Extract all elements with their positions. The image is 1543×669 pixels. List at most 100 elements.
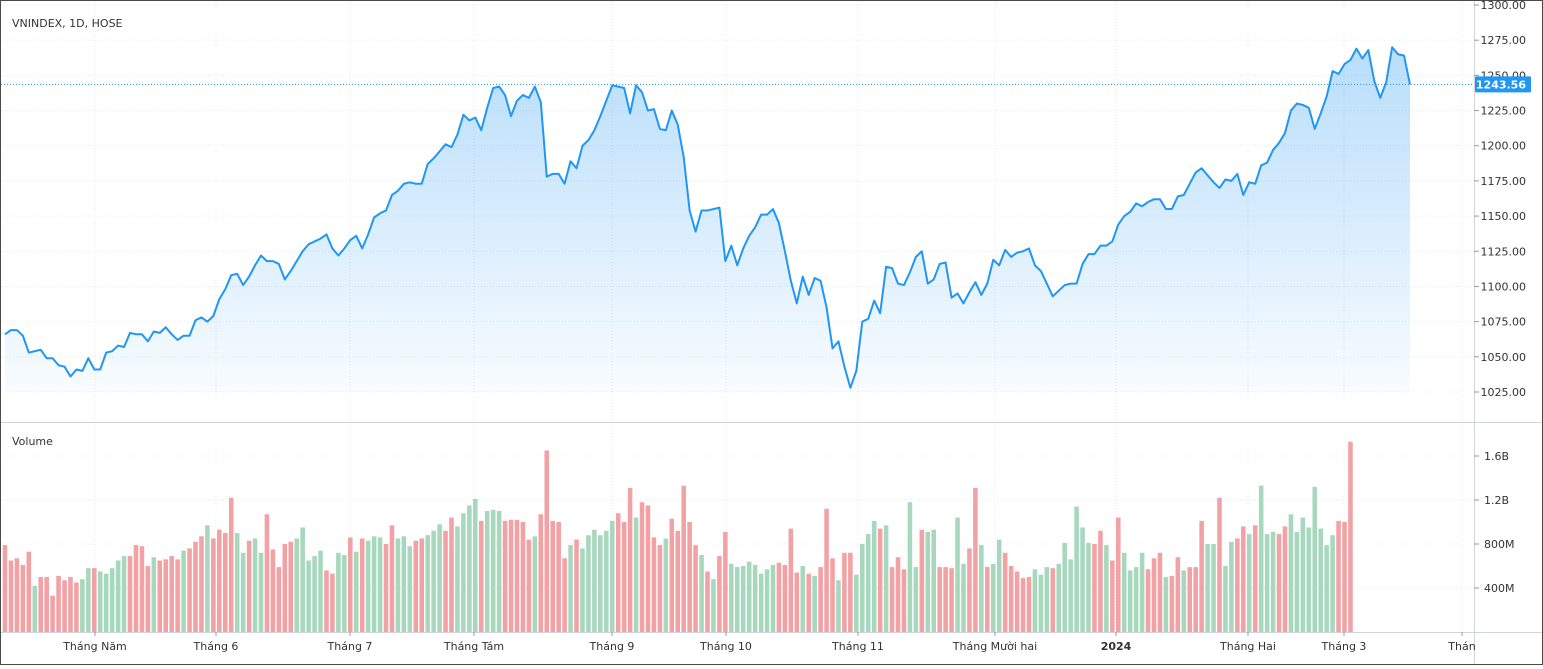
volume-bar[interactable] [1258, 485, 1264, 632]
volume-bar[interactable] [1175, 557, 1181, 632]
volume-bar[interactable] [586, 535, 591, 632]
volume-bar[interactable] [508, 519, 514, 632]
volume-bar[interactable] [383, 544, 389, 632]
volume-bar[interactable] [461, 513, 466, 632]
volume-bar[interactable] [181, 550, 186, 632]
volume-bar[interactable] [80, 579, 85, 632]
volume-bar[interactable] [395, 538, 401, 633]
volume-bar[interactable] [621, 522, 627, 632]
volume-bar[interactable] [38, 577, 43, 632]
volume-bar[interactable] [312, 556, 317, 632]
volume-bar[interactable] [228, 497, 234, 632]
volume-bar[interactable] [1187, 567, 1192, 632]
volume-bar[interactable] [246, 540, 252, 632]
volume-bar[interactable] [574, 539, 579, 632]
volume-bar[interactable] [1002, 552, 1008, 632]
volume-bar[interactable] [455, 526, 460, 632]
volume-bar[interactable] [752, 564, 758, 632]
volume-bar[interactable] [562, 558, 567, 632]
volume-bar[interactable] [568, 545, 573, 632]
volume-bar[interactable] [330, 573, 335, 632]
volume-bar[interactable] [693, 545, 698, 632]
volume-bar[interactable] [592, 529, 597, 632]
volume-bar[interactable] [699, 555, 704, 632]
volume-bar[interactable] [211, 538, 216, 633]
volume-bar[interactable] [258, 552, 264, 632]
volume-bar[interactable] [681, 485, 686, 632]
volume-bar[interactable] [651, 537, 657, 632]
volume-bar[interactable] [336, 552, 341, 632]
volume-bar[interactable] [812, 575, 817, 632]
volume-bar[interactable] [1342, 522, 1347, 632]
volume-bar[interactable] [92, 568, 97, 632]
volume-bar[interactable] [782, 564, 788, 632]
volume-bar[interactable] [407, 546, 413, 632]
volume-bar[interactable] [800, 566, 806, 632]
volume-bar[interactable] [187, 548, 192, 632]
volume-bar[interactable] [8, 560, 14, 633]
volume-bar[interactable] [1336, 520, 1341, 632]
volume-bar[interactable] [490, 509, 496, 632]
volume-bar[interactable] [669, 518, 675, 632]
volume-bar[interactable] [342, 555, 347, 632]
volume-bar[interactable] [419, 538, 425, 633]
volume-bar[interactable] [109, 568, 115, 632]
volume-bar[interactable] [734, 567, 740, 632]
volume-bar[interactable] [377, 537, 383, 632]
volume-bar[interactable] [1181, 570, 1187, 632]
volume-bar[interactable] [794, 572, 800, 632]
volume-bar[interactable] [1276, 534, 1282, 632]
volume-bar[interactable] [1032, 569, 1038, 632]
volume-bar[interactable] [264, 514, 270, 632]
volume-bar[interactable] [1139, 552, 1145, 632]
volume-bar[interactable] [788, 528, 794, 632]
volume-bar[interactable] [1199, 520, 1204, 632]
volume-bar[interactable] [1092, 544, 1097, 632]
volume-bar[interactable] [127, 556, 133, 632]
volume-bar[interactable] [1068, 559, 1073, 632]
volume-bar[interactable] [776, 562, 782, 632]
volume-bar[interactable] [115, 560, 121, 633]
volume-bar[interactable] [425, 535, 430, 632]
volume-bar[interactable] [324, 570, 329, 632]
volume-bar[interactable] [675, 530, 681, 632]
volume-bar[interactable] [1282, 526, 1288, 632]
volume-bar[interactable] [56, 575, 61, 632]
volume-bar[interactable] [961, 563, 966, 632]
volume-bar[interactable] [50, 595, 55, 632]
volume-bar[interactable] [175, 559, 180, 632]
volume-bar[interactable] [955, 517, 960, 632]
volume-bar[interactable] [306, 560, 311, 633]
volume-bar[interactable] [1086, 542, 1091, 632]
volume-bar[interactable] [520, 522, 526, 632]
volume-bar[interactable] [723, 531, 728, 632]
volume-bar[interactable] [318, 550, 323, 632]
volume-bar[interactable] [913, 567, 919, 632]
volume-bar[interactable] [526, 539, 532, 632]
volume-bar[interactable] [359, 538, 365, 633]
volume-bar[interactable] [1306, 527, 1312, 633]
volume-bar[interactable] [729, 563, 734, 632]
volume-bar[interactable] [806, 573, 811, 632]
volume-axis[interactable]: 1.6B 1.2B 800M 400M [1474, 450, 1515, 595]
volume-bar[interactable] [854, 574, 859, 632]
volume-bar[interactable] [544, 450, 550, 633]
volume-bar[interactable] [443, 530, 448, 632]
volume-bar[interactable] [163, 559, 169, 632]
volume-bar[interactable] [294, 538, 299, 633]
volume-bar[interactable] [973, 487, 978, 632]
volume-bar[interactable] [889, 567, 895, 632]
volume-bar[interactable] [609, 520, 615, 632]
volume-bar[interactable] [919, 529, 925, 632]
volume-bar[interactable] [1288, 514, 1294, 632]
volume-bar[interactable] [288, 541, 294, 632]
volume-bar[interactable] [979, 545, 984, 632]
volume-bar[interactable] [1211, 544, 1216, 632]
volume-bar[interactable] [1020, 578, 1026, 632]
volume-bar[interactable] [1127, 570, 1133, 632]
volume-bar[interactable] [389, 525, 395, 632]
time-axis[interactable]: Tháng Năm Tháng 6 Tháng 7 Tháng Tám Tháng 9 T… [62, 632, 1476, 653]
volume-bar[interactable] [86, 568, 91, 632]
volume-bar[interactable] [1241, 526, 1246, 632]
volume-bar[interactable] [74, 582, 79, 633]
